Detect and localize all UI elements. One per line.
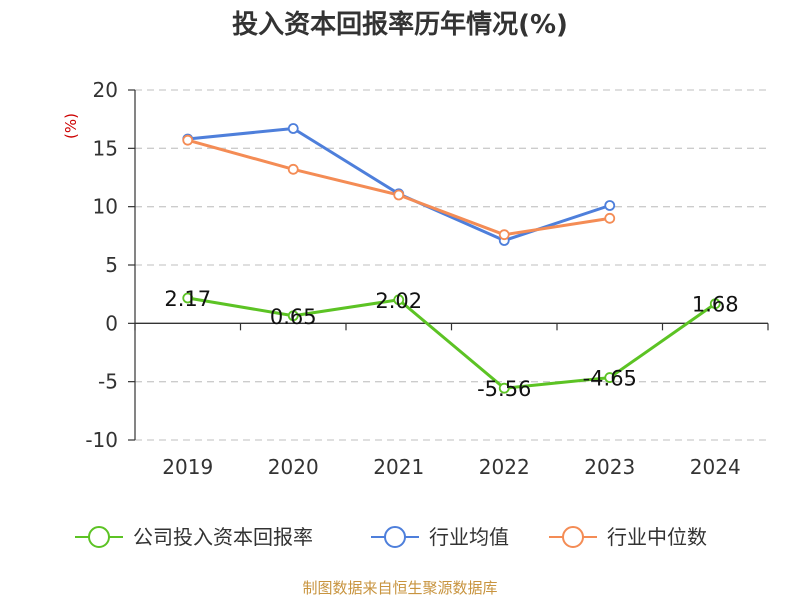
data-point <box>604 372 616 383</box>
data-label: 2.02 <box>375 289 422 313</box>
data-point <box>498 382 510 394</box>
y-tick-label: -5 <box>98 370 118 394</box>
y-axis-label: (%) <box>62 113 80 139</box>
data-point <box>287 163 299 175</box>
data-point <box>182 134 194 146</box>
data-point <box>709 298 721 310</box>
x-tick-label: 2023 <box>584 455 635 479</box>
y-tick-label: 15 <box>93 136 118 160</box>
data-point <box>393 189 405 201</box>
data-point <box>182 292 194 304</box>
series-lines <box>187 127 717 390</box>
series-line <box>187 138 610 237</box>
legend-marker <box>88 526 110 548</box>
y-tick-label: 5 <box>105 253 118 277</box>
data-labels: 2.17 0.65 2.02 -5.56 -4.65 1.68 <box>164 287 738 401</box>
data-label: 1.68 <box>692 293 739 317</box>
series-points <box>182 123 721 394</box>
legend-label: 行业中位数 <box>607 525 707 549</box>
data-point <box>287 123 299 134</box>
data-label: -5.56 <box>477 377 531 401</box>
series-line <box>187 127 611 242</box>
data-point <box>604 212 616 224</box>
data-point <box>604 200 616 211</box>
data-point <box>393 294 405 306</box>
x-tick-label: 2020 <box>268 455 319 479</box>
series-line <box>187 296 717 390</box>
data-point <box>498 229 510 241</box>
legend: 公司投入资本回报率 行业均值 行业中位数 <box>75 525 707 549</box>
axes <box>134 90 769 440</box>
x-tick-label: 2019 <box>162 455 213 479</box>
legend-marker <box>562 526 584 548</box>
legend-label: 行业均值 <box>429 525 509 549</box>
y-tick-label: 0 <box>105 311 118 335</box>
x-tick-label: 2022 <box>479 455 530 479</box>
legend-marker <box>384 526 406 548</box>
y-tick-label: -10 <box>85 428 118 452</box>
y-tick-label: 10 <box>93 195 118 219</box>
grid-lines <box>128 89 768 441</box>
x-tick-label: 2021 <box>373 455 424 479</box>
y-tick-labels: 20 15 10 5 0 -5 -10 <box>85 78 118 452</box>
data-label: -4.65 <box>583 367 637 391</box>
data-label: 2.17 <box>164 287 211 311</box>
data-point <box>287 310 299 322</box>
data-label: 0.65 <box>270 305 317 329</box>
legend-label: 公司投入资本回报率 <box>133 525 313 549</box>
y-tick-label: 20 <box>93 78 118 102</box>
x-tick-labels: 2019 2020 2021 2022 2023 2024 <box>162 455 740 479</box>
x-tick-label: 2024 <box>690 455 741 479</box>
chart-title: 投入资本回报率历年情况(%) <box>232 9 568 40</box>
source-note: 制图数据来自恒生聚源数据库 <box>302 579 497 597</box>
